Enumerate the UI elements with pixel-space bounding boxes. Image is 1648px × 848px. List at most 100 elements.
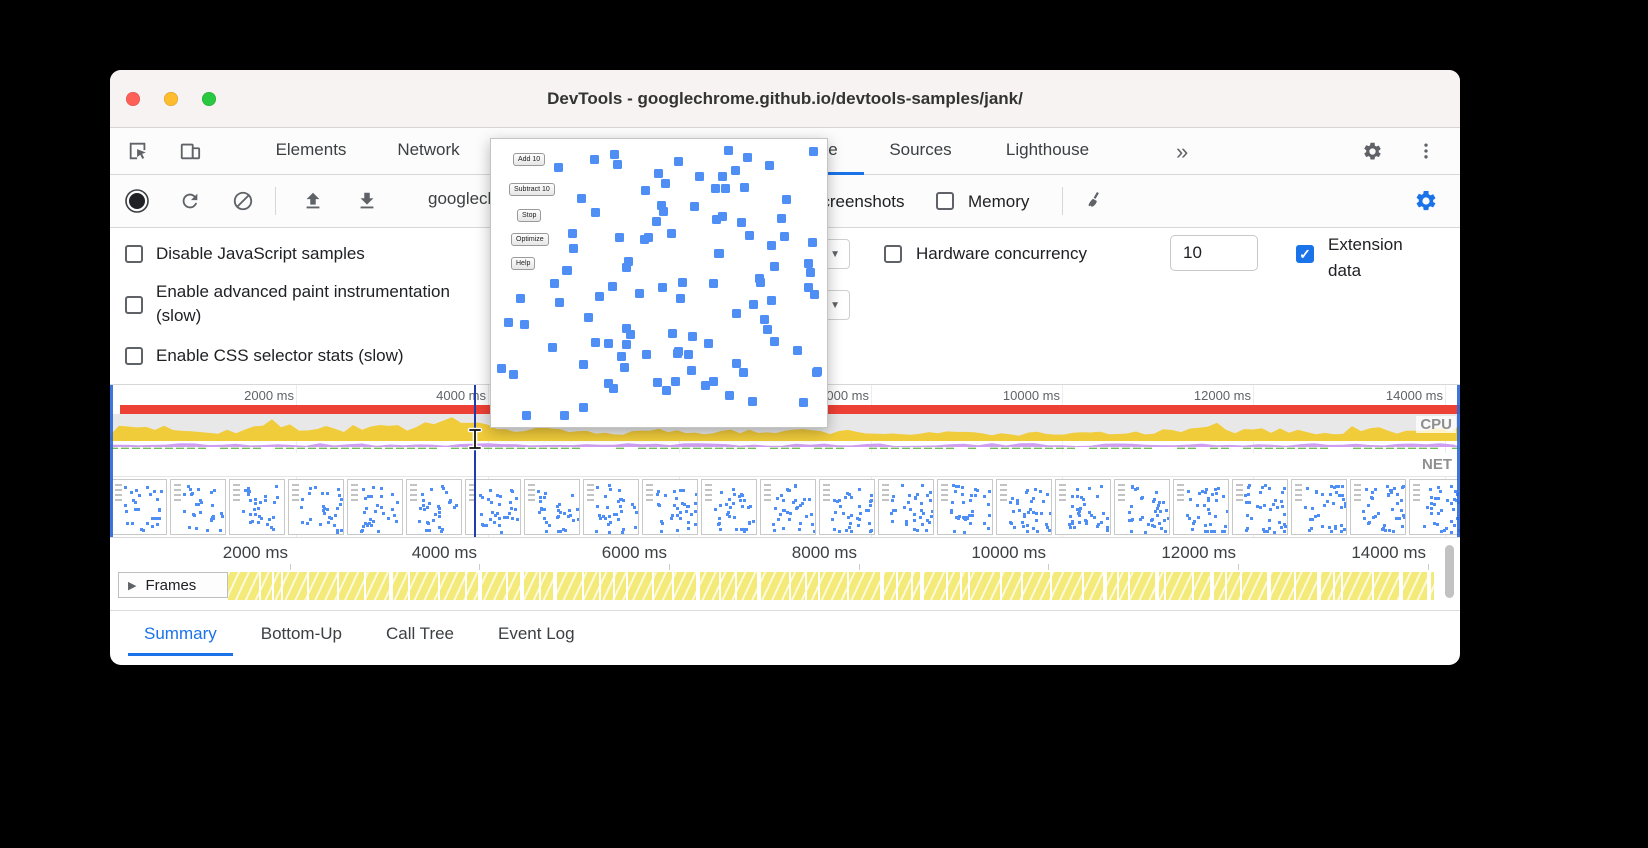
more-tabs-button[interactable]: » xyxy=(1176,138,1189,164)
thumbnail-dot xyxy=(500,531,503,534)
thumbnail-dot xyxy=(811,523,814,526)
clear-button[interactable] xyxy=(227,185,259,217)
tab-network[interactable]: Network xyxy=(397,140,460,159)
save-profile-button[interactable] xyxy=(351,185,383,217)
thumbnail-dot xyxy=(1452,508,1455,511)
thumbnail-dot xyxy=(1156,507,1159,510)
frame-separator xyxy=(539,572,541,600)
thumbnail-dot xyxy=(1073,526,1076,529)
tab-summary[interactable]: Summary xyxy=(128,611,233,656)
net-label: NET xyxy=(1418,456,1456,473)
screenshot-thumbnail[interactable] xyxy=(111,479,167,535)
jank-square xyxy=(615,233,624,242)
frame-separator xyxy=(719,572,721,600)
thumbnail-dot xyxy=(1016,499,1019,502)
screenshot-thumbnail[interactable] xyxy=(1291,479,1347,535)
thumbnail-button-stub xyxy=(1236,499,1243,501)
screenshot-thumbnail[interactable] xyxy=(524,479,580,535)
frames-bar[interactable] xyxy=(228,572,1434,600)
screenshot-thumbnail[interactable] xyxy=(1232,479,1288,535)
screenshot-thumbnail[interactable] xyxy=(229,479,285,535)
thumbnail-dot xyxy=(543,517,546,520)
screenshot-thumbnail[interactable] xyxy=(583,479,639,535)
paint-instrumentation-checkbox[interactable] xyxy=(125,296,143,314)
disable-js-samples-checkbox[interactable] xyxy=(125,245,143,263)
thumbnail-dot xyxy=(190,493,193,496)
thumbnail-dot xyxy=(717,523,720,526)
thumbnail-dot xyxy=(1204,530,1207,533)
overview-handle-left[interactable] xyxy=(110,385,113,537)
thumbnail-dot xyxy=(1079,507,1082,510)
screenshot-thumbnail[interactable] xyxy=(996,479,1052,535)
collect-garbage-button[interactable] xyxy=(1078,185,1110,217)
screenshot-thumbnail[interactable] xyxy=(1173,479,1229,535)
hardware-concurrency-checkbox[interactable] xyxy=(884,245,902,263)
jank-square xyxy=(804,259,813,268)
thumbnail-dot xyxy=(1013,526,1016,529)
screenshot-thumbnail[interactable] xyxy=(1055,479,1111,535)
screenshot-thumbnail[interactable] xyxy=(347,479,403,535)
capture-settings-button[interactable] xyxy=(1410,185,1442,217)
more-options-button[interactable] xyxy=(1410,135,1442,167)
zoom-button[interactable] xyxy=(202,92,216,106)
thumbnail-dot xyxy=(1402,514,1405,517)
thumbnail-dot xyxy=(1403,516,1405,519)
vertical-scrollbar[interactable] xyxy=(1445,545,1454,598)
settings-button[interactable] xyxy=(1356,135,1388,167)
thumbnail-dot xyxy=(742,528,745,531)
overview-tick-label: 4000 ms xyxy=(436,388,486,403)
jank-square xyxy=(777,214,786,223)
tab-lighthouse[interactable]: Lighthouse xyxy=(1005,140,1090,159)
minimize-button[interactable] xyxy=(164,92,178,106)
screenshot-thumbnail[interactable] xyxy=(878,479,934,535)
thumbnail-dot xyxy=(1321,493,1324,496)
device-toolbar-button[interactable] xyxy=(174,135,206,167)
thumbnail-dot xyxy=(319,523,322,526)
screenshot-thumbnail[interactable] xyxy=(1114,479,1170,535)
thumbnail-dot xyxy=(1046,526,1049,529)
screenshot-thumbnail[interactable] xyxy=(1350,479,1406,535)
thumbnail-dot xyxy=(913,519,916,522)
screenshot-thumbnail[interactable] xyxy=(642,479,698,535)
screenshot-thumbnail[interactable] xyxy=(937,479,993,535)
thumbnail-dot xyxy=(1244,494,1247,497)
thumbnail-dot xyxy=(1374,515,1377,518)
overview-playhead[interactable] xyxy=(474,385,476,537)
screenshot-thumbnail[interactable] xyxy=(406,479,462,535)
inspect-element-button[interactable] xyxy=(122,135,154,167)
thumbnail-dot xyxy=(1395,517,1398,520)
screenshot-thumbnail[interactable] xyxy=(760,479,816,535)
tab-elements[interactable]: Elements xyxy=(275,140,347,159)
reload-button[interactable] xyxy=(174,185,206,217)
thumbnail-dot xyxy=(1093,516,1096,519)
hardware-concurrency-input[interactable] xyxy=(1170,235,1258,271)
tab-event-log[interactable]: Event Log xyxy=(498,624,575,643)
record-button[interactable] xyxy=(121,185,153,217)
css-selector-stats-checkbox[interactable] xyxy=(125,347,143,365)
screenshot-thumbnail[interactable] xyxy=(288,479,344,535)
tab-bottom-up[interactable]: Bottom-Up xyxy=(260,624,342,643)
overview-handle-right[interactable] xyxy=(1457,385,1460,537)
close-button[interactable] xyxy=(126,92,140,106)
thumbnail-dot xyxy=(608,515,611,518)
thumbnail-dot xyxy=(1165,509,1168,512)
thumbnail-dot xyxy=(438,511,441,514)
thumbnail-dot xyxy=(142,529,145,532)
tab-call-tree[interactable]: Call Tree xyxy=(385,624,455,643)
tab-sources[interactable]: Sources xyxy=(889,140,952,159)
thumbnail-dot xyxy=(334,514,337,517)
frames-header[interactable]: ▶ Frames xyxy=(118,572,228,598)
memory-checkbox[interactable] xyxy=(936,192,954,210)
thumbnail-dot xyxy=(212,517,215,520)
screenshot-thumbnail[interactable] xyxy=(701,479,757,535)
screenshot-thumbnail[interactable] xyxy=(1409,479,1460,535)
thumbnail-dot xyxy=(1261,486,1264,489)
thumbnail-dot xyxy=(1157,504,1160,507)
load-profile-button[interactable] xyxy=(297,185,329,217)
thumbnail-dot xyxy=(687,527,690,530)
thumbnail-button-stub xyxy=(410,499,417,501)
thumbnail-dot xyxy=(905,523,908,526)
screenshot-thumbnail[interactable] xyxy=(170,479,226,535)
extension-data-checkbox[interactable]: ✓ xyxy=(1296,245,1314,263)
screenshot-thumbnail[interactable] xyxy=(819,479,875,535)
